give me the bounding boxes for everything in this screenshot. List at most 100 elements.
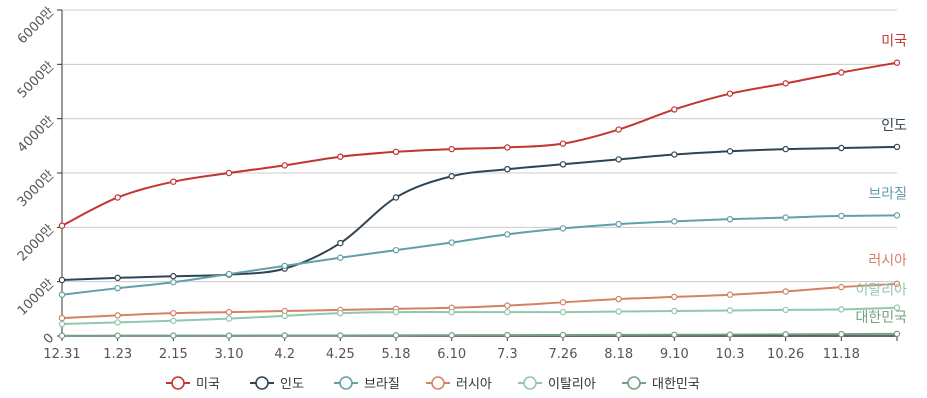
data-point — [838, 306, 845, 313]
data-point — [448, 145, 455, 153]
data-point — [281, 332, 288, 339]
data-point — [281, 262, 288, 270]
y-tick-label: 1000만 — [15, 276, 57, 318]
data-point — [281, 312, 288, 320]
series-end-label: 대한민국 — [855, 310, 907, 326]
y-tick-label: 5000만 — [15, 59, 57, 101]
data-point — [782, 80, 789, 87]
grid-lines — [62, 9, 897, 283]
x-tick-label: 10.3 — [716, 347, 745, 362]
data-point — [559, 308, 567, 316]
series-line-0 — [61, 61, 898, 227]
series-end-label: 브라질 — [868, 186, 907, 202]
x-tick-label: 12.31 — [43, 347, 80, 362]
data-point — [838, 330, 845, 338]
data-point — [170, 317, 177, 324]
legend-item-3[interactable]: 러시아 — [426, 376, 492, 392]
legend-label: 이탈리아 — [548, 377, 596, 392]
x-tick-label: 9.10 — [660, 347, 689, 362]
data-point — [559, 331, 567, 339]
legend[interactable]: 미국 인도 브라질 러시아 이탈리아 대한민국 — [166, 376, 700, 392]
data-point — [225, 169, 233, 177]
data-point — [114, 284, 121, 292]
data-point — [726, 90, 734, 97]
data-point — [58, 314, 66, 322]
data-point — [392, 308, 400, 316]
series-end-label: 이탈리아 — [855, 283, 907, 299]
y-tick-label: 0 — [41, 331, 57, 347]
legend-swatch-circle — [627, 376, 641, 390]
data-point — [337, 254, 344, 261]
data-point — [615, 156, 622, 163]
legend-item-5[interactable]: 대한민국 — [622, 376, 700, 392]
data-point — [838, 69, 845, 76]
legend-swatch-circle — [339, 376, 353, 390]
legend-swatch-circle — [171, 376, 185, 390]
x-tick-label: 5.18 — [382, 347, 411, 362]
data-point — [838, 212, 845, 220]
data-point — [448, 239, 455, 246]
data-point — [114, 319, 121, 326]
data-point — [893, 280, 901, 288]
data-point — [504, 165, 511, 173]
data-point — [504, 302, 511, 309]
data-point — [615, 126, 622, 133]
data-point — [726, 148, 734, 155]
legend-item-2[interactable]: 브라질 — [334, 376, 400, 392]
legend-swatch-circle — [523, 376, 537, 390]
data-point — [726, 291, 734, 298]
series-line-5 — [61, 332, 898, 337]
data-point — [170, 332, 177, 339]
legend-label: 인도 — [280, 377, 304, 392]
x-tick-label: 7.3 — [497, 347, 518, 362]
data-point — [225, 332, 233, 339]
data-point — [893, 304, 901, 311]
data-point — [893, 143, 901, 151]
data-point — [392, 332, 400, 339]
y-tick-label: 3000만 — [15, 168, 57, 210]
data-point — [726, 307, 734, 314]
data-point — [58, 276, 66, 284]
legend-label: 대한민국 — [652, 377, 700, 392]
data-point — [838, 144, 845, 152]
legend-item-0[interactable]: 미국 — [166, 376, 220, 392]
y-tick-label: 2000만 — [15, 222, 57, 264]
data-point — [225, 315, 233, 322]
legend-swatch-circle — [255, 376, 269, 390]
data-point — [114, 312, 121, 319]
data-point — [615, 220, 622, 228]
data-point — [114, 332, 121, 339]
data-point — [504, 331, 511, 339]
data-point — [782, 145, 789, 153]
legend-item-4[interactable]: 이탈리아 — [518, 376, 596, 392]
data-point — [58, 222, 66, 229]
data-point — [893, 212, 901, 219]
data-point — [170, 279, 177, 286]
data-point — [671, 106, 678, 113]
data-point — [58, 291, 66, 298]
legend-label: 브라질 — [364, 377, 400, 392]
data-point — [671, 307, 678, 315]
data-point — [893, 59, 901, 66]
data-point — [893, 330, 901, 338]
data-point — [337, 309, 344, 317]
data-point — [225, 308, 233, 316]
data-point — [58, 332, 66, 339]
data-point — [726, 331, 734, 338]
data-point — [671, 151, 678, 158]
data-point — [448, 308, 455, 316]
legend-item-1[interactable]: 인도 — [250, 376, 304, 392]
data-point — [559, 225, 567, 232]
data-point — [559, 161, 567, 168]
data-point — [114, 274, 121, 282]
data-point — [782, 331, 789, 338]
data-point — [170, 178, 177, 185]
x-tick-label: 10.26 — [767, 347, 804, 362]
x-tick-label: 4.2 — [274, 347, 295, 362]
data-point — [281, 162, 288, 169]
data-point — [225, 270, 233, 278]
x-tick-label: 11.18 — [823, 347, 860, 362]
x-tick-label: 3.10 — [215, 347, 244, 362]
x-tick-label: 2.15 — [159, 347, 188, 362]
